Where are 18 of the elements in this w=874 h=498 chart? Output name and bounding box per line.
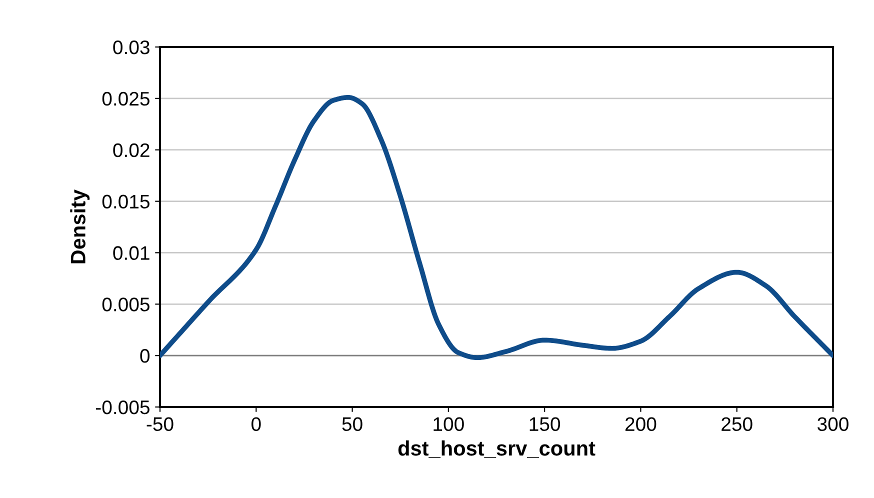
y-tick-label: 0.025 bbox=[102, 92, 150, 106]
x-tick-label: 100 bbox=[434, 417, 464, 432]
x-axis-title: dst_host_srv_count bbox=[398, 440, 596, 458]
x-tick-label: -50 bbox=[146, 417, 174, 432]
y-tick-label: 0.02 bbox=[113, 143, 150, 158]
x-tick-label: 250 bbox=[722, 417, 752, 432]
y-tick-label: -0.005 bbox=[96, 400, 150, 414]
y-tick-label: 0.015 bbox=[102, 194, 150, 209]
y-tick-label: 0.01 bbox=[113, 246, 150, 260]
x-tick-label: 50 bbox=[342, 417, 362, 432]
y-tick-label: 0.005 bbox=[102, 298, 150, 312]
x-tick-label: 0 bbox=[251, 417, 261, 432]
x-tick-label: 200 bbox=[625, 417, 656, 432]
x-tick-label: 150 bbox=[530, 417, 560, 432]
y-tick-label: 0.03 bbox=[113, 40, 150, 54]
y-tick-label: 0 bbox=[140, 349, 150, 363]
x-tick-label: 300 bbox=[818, 417, 848, 432]
y-axis-title: Density bbox=[70, 189, 90, 264]
